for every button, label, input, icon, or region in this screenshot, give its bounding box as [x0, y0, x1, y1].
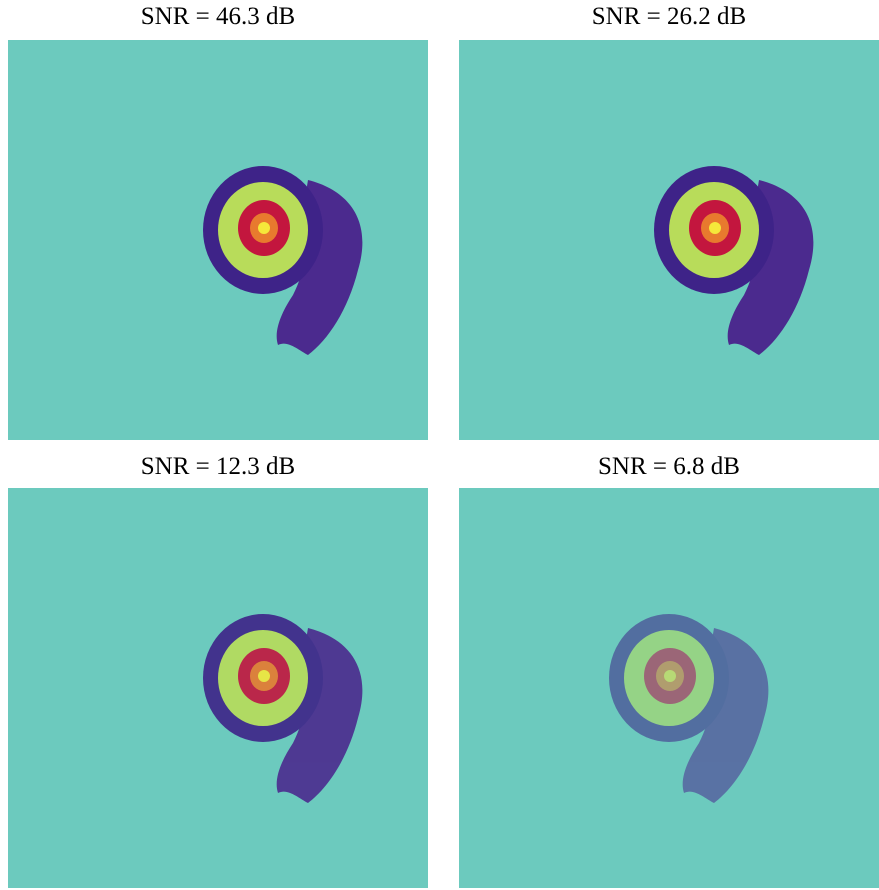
- blob-tail: [682, 628, 769, 803]
- blob-tail: [276, 628, 363, 803]
- blob-core: [664, 670, 676, 682]
- image-panel: [8, 488, 428, 888]
- image-panel: [459, 488, 879, 888]
- panel-title: SNR = 26.2 dB: [592, 3, 746, 30]
- blob: [203, 614, 363, 803]
- image-panel: [8, 40, 428, 440]
- blob-tail: [276, 180, 363, 355]
- blob: [654, 166, 814, 355]
- blob-tail: [727, 180, 814, 355]
- blob-core: [258, 670, 270, 682]
- blob-core: [258, 222, 270, 234]
- panel-title: SNR = 12.3 dB: [141, 453, 295, 480]
- panel-title: SNR = 6.8 dB: [598, 453, 740, 480]
- image-panel: [459, 40, 879, 440]
- panel-title: SNR = 46.3 dB: [141, 3, 295, 30]
- blob: [609, 614, 769, 803]
- blob-core: [709, 222, 721, 234]
- blob: [203, 166, 363, 355]
